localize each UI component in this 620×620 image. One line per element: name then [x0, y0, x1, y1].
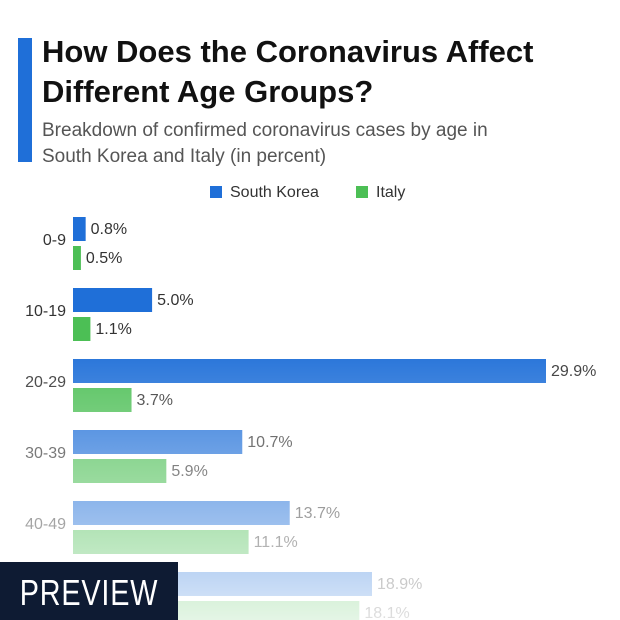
- value-label: 5.0%: [157, 292, 193, 309]
- accent-bar: [18, 38, 32, 162]
- bar: [73, 288, 153, 312]
- value-label: 1.1%: [95, 321, 131, 338]
- legend-swatch: [356, 186, 368, 198]
- legend-swatch: [210, 186, 222, 198]
- category-label: 0-9: [43, 232, 66, 249]
- preview-banner: PREVIEW: [0, 562, 178, 620]
- legend-label: Italy: [376, 184, 405, 201]
- chart-subtitle: Breakdown of confirmed coronavirus cases…: [42, 120, 488, 167]
- bar: [73, 317, 91, 341]
- preview-text: PREVIEW: [19, 572, 159, 613]
- category-label: 10-19: [25, 303, 66, 320]
- chart-title: How Does the Coronavirus Affect Differen…: [42, 34, 534, 109]
- bar: [73, 217, 86, 241]
- legend-label: South Korea: [230, 184, 319, 201]
- value-label: 0.5%: [86, 250, 122, 267]
- bar: [73, 246, 81, 270]
- value-label: 0.8%: [91, 221, 127, 238]
